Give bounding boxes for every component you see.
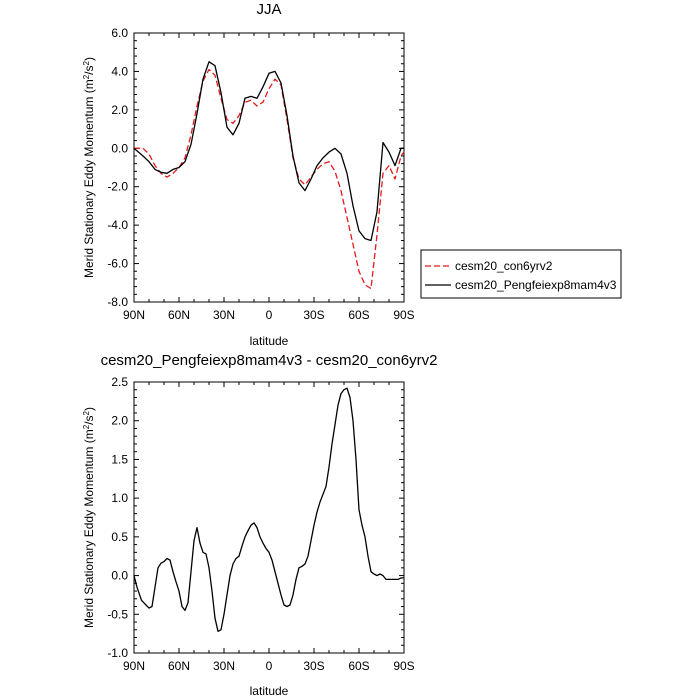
y-tick-label: 4.0 xyxy=(111,64,128,78)
x-tick-label: 90N xyxy=(123,308,145,322)
y-tick-label: -6.0 xyxy=(107,257,128,271)
y-tick-label: -2.0 xyxy=(107,180,128,194)
chart-bottom-plot-frame xyxy=(133,381,405,654)
chart-top-series xyxy=(133,61,405,290)
y-tick-label: 1.0 xyxy=(111,491,128,505)
x-tick-label: 0 xyxy=(266,659,273,673)
y-tick-label: -0.5 xyxy=(107,607,128,621)
legend-label-pengfei: cesm20_Pengfeiexp8mam4v3 xyxy=(455,278,617,292)
series-line-top-0 xyxy=(134,68,405,290)
y-tick-label: 2.0 xyxy=(111,414,128,428)
y-tick-label: 1.5 xyxy=(111,452,128,466)
chart-bottom-title: cesm20_Pengfeiexp8mam4v3 - cesm20_con6yr… xyxy=(101,352,438,369)
x-tick-label: 30S xyxy=(303,659,324,673)
y-tick-label: -4.0 xyxy=(107,218,128,232)
x-tick-label: 30N xyxy=(213,659,235,673)
x-tick-label: 30N xyxy=(213,308,235,322)
chart-top-ylabel: Merid Stationary Eddy Momentum (m2/s2) xyxy=(82,57,97,278)
chart-bottom: cesm20_Pengfeiexp8mam4v3 - cesm20_con6yr… xyxy=(82,352,438,698)
legend-box xyxy=(420,249,622,299)
y-tick-label: 2.0 xyxy=(111,103,128,117)
chart-top-legend: cesm20_con6yrv2 cesm20_Pengfeiexp8mam4v3 xyxy=(420,249,622,299)
chart-bottom-series xyxy=(133,387,404,632)
x-tick-label: 60N xyxy=(168,659,190,673)
series-line-bottom-0 xyxy=(133,387,404,632)
x-tick-label: 90S xyxy=(393,659,414,673)
y-tick-label: 6.0 xyxy=(111,26,128,40)
x-tick-label: 90N xyxy=(123,659,145,673)
y-tick-label: -8.0 xyxy=(107,295,128,309)
chart-bottom-ticks: 90N 60N 30N 0 30S 60S 90S -1.0 -0.5 0.0 0.5 1.0 1.5 2… xyxy=(107,375,414,673)
x-tick-label: 60N xyxy=(168,308,190,322)
chart-top: JJA 90N 60N 30N 0 30S 60S 90S -8.0 -6.0 -4.0 -2.0 0… xyxy=(82,1,622,348)
x-tick-label: 0 xyxy=(266,308,273,322)
chart-top-title: JJA xyxy=(256,1,281,18)
y-tick-label: 0.0 xyxy=(111,141,128,155)
x-tick-label: 60S xyxy=(348,659,369,673)
chart-top-xlabel: latitude xyxy=(250,334,289,348)
y-tick-label: 0.0 xyxy=(111,569,128,583)
chart-top-ticks: 90N 60N 30N 0 30S 60S 90S -8.0 -6.0 -4.0 -2.0 0.0 2.… xyxy=(107,26,414,322)
x-tick-label: 90S xyxy=(393,308,414,322)
chart-bottom-ylabel: Merid Stationary Eddy Momentum (m2/s2) xyxy=(82,407,97,628)
y-tick-label: -1.0 xyxy=(107,646,128,660)
x-tick-label: 60S xyxy=(348,308,369,322)
x-tick-label: 30S xyxy=(303,308,324,322)
y-tick-label: 0.5 xyxy=(111,530,128,544)
chart-bottom-xlabel: latitude xyxy=(250,684,289,698)
series-line-top-1 xyxy=(133,61,404,242)
legend-label-con6yrv2: cesm20_con6yrv2 xyxy=(455,259,553,273)
y-tick-label: 2.5 xyxy=(111,375,128,389)
